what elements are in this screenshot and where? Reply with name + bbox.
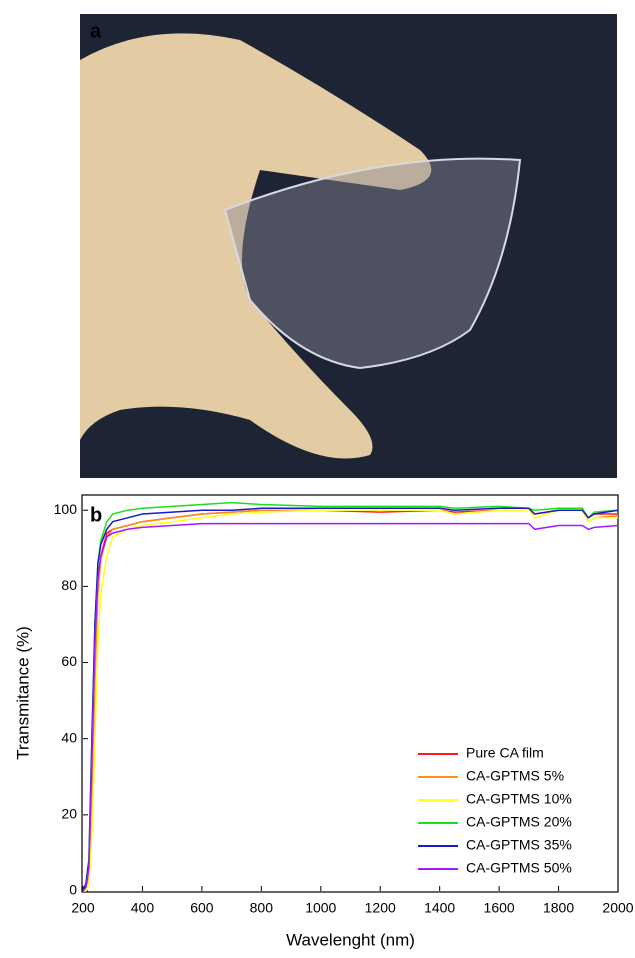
x-tick-label: 400 [131, 900, 155, 916]
series-line [83, 508, 618, 891]
photo-label: a [90, 20, 102, 42]
panel-label: b [90, 504, 102, 526]
series-line [83, 503, 618, 891]
legend-label: CA-GPTMS 10% [466, 791, 572, 807]
y-tick-label: 40 [61, 729, 77, 745]
legend-label: CA-GPTMS 50% [466, 860, 572, 876]
legend-label: CA-GPTMS 35% [466, 837, 572, 853]
page: a b 200 400 600 800 1000 1200 1400 1600 1800 2000 0… [0, 0, 635, 958]
legend-label: Pure CA film [466, 745, 544, 761]
x-tick-label: 600 [190, 900, 214, 916]
series-line [83, 510, 618, 891]
y-tick-label: 0 [69, 882, 77, 898]
x-tick-label: 800 [250, 900, 274, 916]
x-axis-title: Wavelenght (nm) [286, 930, 415, 949]
y-tick-label: 60 [61, 653, 77, 669]
legend-label: CA-GPTMS 5% [466, 768, 564, 784]
legend-label: CA-GPTMS 20% [466, 814, 572, 830]
x-tick-label: 1200 [365, 900, 396, 916]
photo: a [80, 14, 617, 478]
x-tick-label: 1400 [424, 900, 455, 916]
series-line [83, 510, 618, 891]
y-tick-label: 20 [61, 806, 77, 822]
figure: a b 200 400 600 800 1000 1200 1400 1600 1800 2000 0… [0, 0, 635, 953]
y-axis-title: Transmitance (%) [13, 626, 32, 760]
x-tick-label: 1000 [305, 900, 336, 916]
x-tick-label: 200 [71, 900, 95, 916]
y-tick-label: 100 [54, 501, 78, 517]
series-line [83, 510, 618, 891]
x-tick-label: 1800 [543, 900, 574, 916]
x-tick-label: 1600 [484, 900, 515, 916]
plot-frame [82, 495, 618, 892]
x-tick-label: 2000 [602, 900, 633, 916]
y-tick-label: 80 [61, 577, 77, 593]
